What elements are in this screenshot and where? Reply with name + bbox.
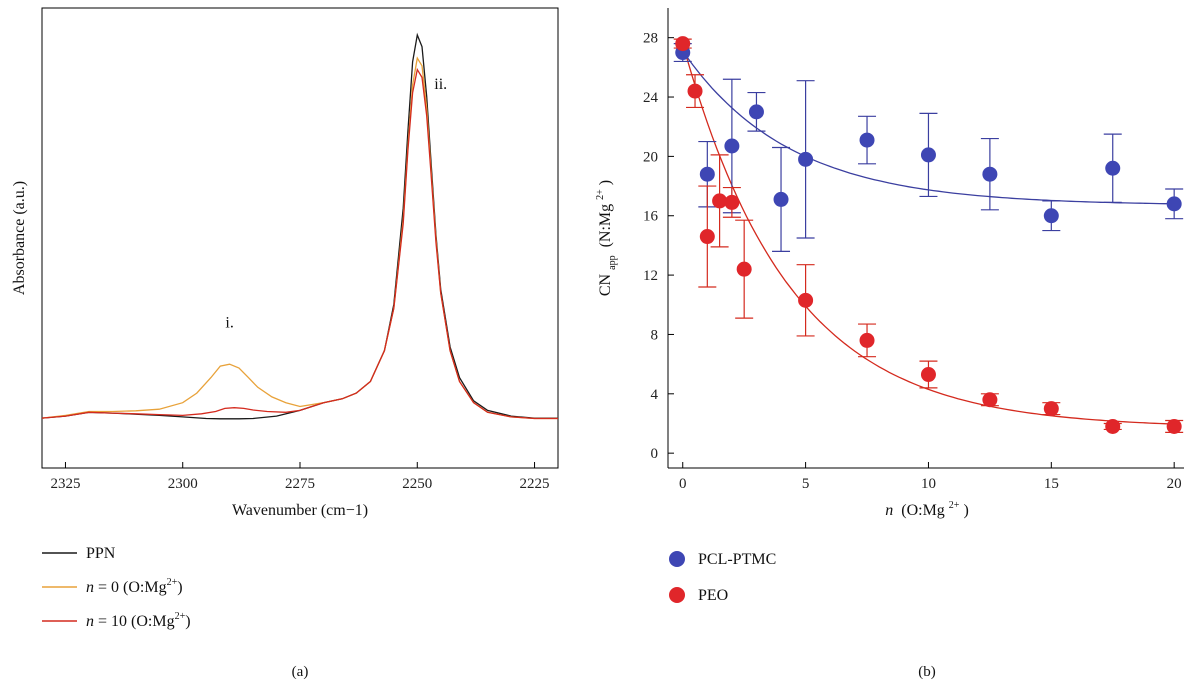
panel-a-x-ticks: 2325 2300 2275 2250 2225 — [50, 462, 550, 492]
panel-b-x-ticks: 0 5 10 15 20 — [679, 462, 1182, 492]
panel-b-y-axis-label-sub: app — [607, 255, 618, 269]
panel-b-data-points — [675, 36, 1182, 434]
panel-a-legend-main: PPN — [86, 545, 116, 562]
panel-a-curves — [41, 32, 558, 420]
panel-a-x-tick-label: 2225 — [520, 476, 550, 492]
panel-a-legend-sup: 2+ — [167, 577, 178, 588]
panel-b-chart: 0 4 8 12 16 20 24 28 0 5 10 15 20 n (O:Mg 2+ ) CN a… — [590, 8, 1184, 680]
panel-b-error-bars — [673, 38, 1184, 433]
panel-b-y-tick-label: 4 — [651, 387, 659, 403]
panel-a-x-axis-label: Wavenumber (cm−1) — [232, 502, 368, 519]
panel-a-legend-tail: ) — [177, 579, 182, 596]
panel-b-point-pcl-ptmc — [1043, 208, 1059, 224]
panel-b-point-pcl-ptmc — [773, 191, 789, 207]
panel-b-x-tick-label: 10 — [921, 476, 936, 492]
panel-b-y-tick-label: 20 — [643, 149, 658, 165]
panel-b-point-peo — [1166, 418, 1182, 434]
panel-b-point-peo — [1043, 401, 1059, 417]
panel-b-y-tick-label: 0 — [651, 446, 659, 462]
panel-b-x-axis-label-italic: n — [885, 502, 893, 519]
panel-b-point-peo — [675, 36, 691, 52]
panel-b-x-tick-label: 15 — [1044, 476, 1059, 492]
panel-a-legend-sup: 2+ — [175, 611, 186, 622]
panel-b-point-peo — [699, 229, 715, 245]
panel-b-point-pcl-ptmc — [1166, 196, 1182, 212]
panel-a-label: (a) — [292, 664, 309, 680]
panel-b-x-axis-label: n (O:Mg 2+ ) — [885, 495, 969, 519]
panel-b-y-axis-label: CN app (N:Mg 2+ ) — [590, 180, 619, 296]
panel-b-point-pcl-ptmc — [748, 104, 764, 120]
panel-a-curve-n0 — [41, 56, 558, 420]
panel-a-chart: 2325 2300 2275 2250 2225 i. ii. Wavenumber (c… — [11, 7, 559, 680]
panel-b-y-ticks: 0 4 8 12 16 20 24 28 — [643, 31, 674, 462]
panel-a-legend-italic: n — [86, 579, 98, 596]
panel-b-fit-peo — [682, 43, 1175, 425]
panel-b-y-tick-label: 24 — [643, 90, 659, 106]
panel-b-y-tick-label: 12 — [643, 268, 658, 284]
panel-a-annotation: ii. — [434, 76, 447, 93]
panel-b-y-axis-label-mid: (N:Mg — [597, 204, 614, 248]
panel-b-point-peo — [724, 194, 740, 210]
panel-a-legend-italic: n — [86, 613, 98, 630]
panel-b-point-peo — [687, 83, 703, 99]
panel-b-legend: PCL-PTMC PEO — [669, 551, 776, 604]
panel-a-x-tick-label: 2250 — [402, 476, 432, 492]
panel-b-point-peo — [920, 367, 936, 383]
panel-b-x-tick-label: 20 — [1167, 476, 1182, 492]
panel-b-point-pcl-ptmc — [798, 151, 814, 167]
panel-b-legend-marker — [669, 551, 685, 567]
panel-b-y-axis-label-sup: 2+ — [595, 189, 606, 200]
panel-a-y-axis-label: Absorbance (a.u.) — [11, 181, 28, 295]
panel-b-point-peo — [736, 261, 752, 277]
panel-a-legend-label: n = 10 (O:Mg2+) — [86, 611, 191, 630]
panel-b-y-tick-label: 28 — [643, 31, 658, 47]
panel-a-legend-label: n = 0 (O:Mg2+) — [86, 577, 183, 596]
panel-b-y-tick-label: 16 — [643, 209, 659, 225]
panel-a-annotation: i. — [225, 315, 233, 332]
panel-b-label: (b) — [918, 664, 936, 680]
panel-b-x-axis-label-sup: 2+ — [949, 500, 960, 511]
panel-a-x-tick-label: 2325 — [50, 476, 80, 492]
panel-b-point-pcl-ptmc — [982, 166, 998, 182]
panel-b-point-pcl-ptmc — [724, 138, 740, 154]
panel-a-curve-n10 — [41, 67, 558, 420]
panel-b-y-axis-label-tail: ) — [597, 180, 614, 185]
panel-b-point-pcl-ptmc — [859, 132, 875, 148]
panel-a-legend-tail: ) — [185, 613, 190, 630]
panel-a-legend-main: = 10 (O:Mg — [98, 613, 175, 630]
panel-b-y-axis-label-main: CN — [597, 273, 614, 296]
panel-b-point-peo — [982, 392, 998, 408]
panel-a-annotations: i. ii. — [225, 76, 447, 332]
panel-a-frame — [41, 7, 559, 469]
panel-b-y-tick-label: 8 — [651, 327, 659, 343]
panel-b-legend-marker — [669, 587, 685, 603]
panel-b-point-pcl-ptmc — [699, 166, 715, 182]
panel-b-x-tick-label: 5 — [802, 476, 810, 492]
panel-b-point-pcl-ptmc — [920, 147, 936, 163]
panel-a-legend-label: PPN — [86, 545, 116, 562]
panel-b-point-peo — [798, 292, 814, 308]
panel-a-x-tick-label: 2300 — [168, 476, 198, 492]
panel-b-point-peo — [1105, 418, 1121, 434]
panel-a-legend-main: = 0 (O:Mg — [98, 579, 167, 596]
panel-b-point-peo — [859, 332, 875, 348]
panel-b-x-axis-label-main: (O:Mg — [901, 502, 945, 519]
panel-b-point-peo — [712, 193, 728, 209]
panel-a-curve-PPN — [41, 32, 558, 420]
panel-b-point-pcl-ptmc — [1105, 160, 1121, 176]
panel-b-legend-label: PEO — [698, 587, 728, 604]
panel-a-x-tick-label: 2275 — [285, 476, 315, 492]
panel-b-legend-label: PCL-PTMC — [698, 551, 776, 568]
panel-b-x-tick-label: 0 — [679, 476, 687, 492]
panel-b-x-axis-label-tail: ) — [963, 502, 968, 519]
